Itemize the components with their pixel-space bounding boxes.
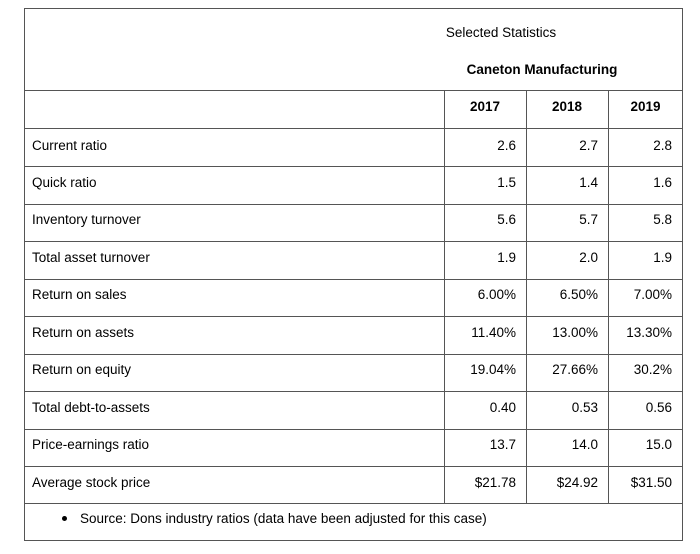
cell-2017: 1.9 [497,250,516,265]
bullet-icon [62,516,67,521]
cell-2017: 19.04% [470,362,516,377]
row-label: Return on equity [32,362,132,377]
cell-2017: 2.6 [497,138,516,153]
column-header-2018: 2018 [551,99,583,114]
statistics-table [24,8,683,541]
row-label: Average stock price [32,475,151,490]
row-divider [24,466,683,467]
cell-2018: 2.7 [579,138,598,153]
row-divider [24,391,683,392]
row-label: Return on assets [32,325,135,340]
cell-2018: 14.0 [571,437,598,452]
row-divider [24,128,683,129]
cell-2018: 6.50% [559,287,598,302]
cell-2019: 7.00% [633,287,672,302]
row-divider [24,354,683,355]
row-divider [24,241,683,242]
row-label: Current ratio [32,138,108,153]
row-divider [24,279,683,280]
cell-2018: 27.66% [552,362,598,377]
row-divider [24,503,683,504]
row-label: Total asset turnover [32,250,150,265]
column-divider [444,90,445,503]
row-label: Quick ratio [32,175,97,190]
row-divider [24,316,683,317]
cell-2019: 13.30% [626,325,672,340]
row-divider [24,204,683,205]
row-label: Price-earnings ratio [32,437,150,452]
cell-2018: 2.0 [579,250,598,265]
cell-2019: 2.8 [653,138,672,153]
column-header-2019: 2019 [630,99,661,114]
row-divider [24,166,683,167]
cell-2017: 1.5 [497,175,516,190]
cell-2018: 1.4 [579,175,598,190]
cell-2019: 1.9 [653,250,672,265]
cell-2018: $24.92 [556,475,598,490]
cell-2017: 6.00% [477,287,516,302]
cell-2017: 0.40 [489,400,516,415]
cell-2018: 13.00% [552,325,598,340]
row-label: Inventory turnover [32,212,141,227]
company-name: Caneton Manufacturing [466,62,618,77]
cell-2017: 13.7 [489,437,516,452]
cell-2017: 11.40% [471,325,516,340]
cell-2017: $21.78 [474,475,516,490]
header-divider [24,90,683,91]
row-label: Total debt-to-assets [32,400,150,415]
cell-2018: 5.7 [579,212,598,227]
column-header-2017: 2017 [469,99,501,114]
cell-2019: $31.50 [630,475,672,490]
row-divider [24,429,683,430]
cell-2017: 5.6 [497,212,516,227]
cell-2018: 0.53 [571,400,598,415]
row-label: Return on sales [32,287,127,302]
cell-2019: 30.2% [633,362,672,377]
column-divider [608,90,609,503]
table-title: Selected Statistics [445,25,557,40]
cell-2019: 1.6 [653,175,672,190]
cell-2019: 5.8 [653,212,672,227]
cell-2019: 0.56 [645,400,672,415]
column-divider [526,90,527,503]
source-footnote: Source: Dons industry ratios (data have … [80,511,487,526]
cell-2019: 15.0 [645,437,672,452]
